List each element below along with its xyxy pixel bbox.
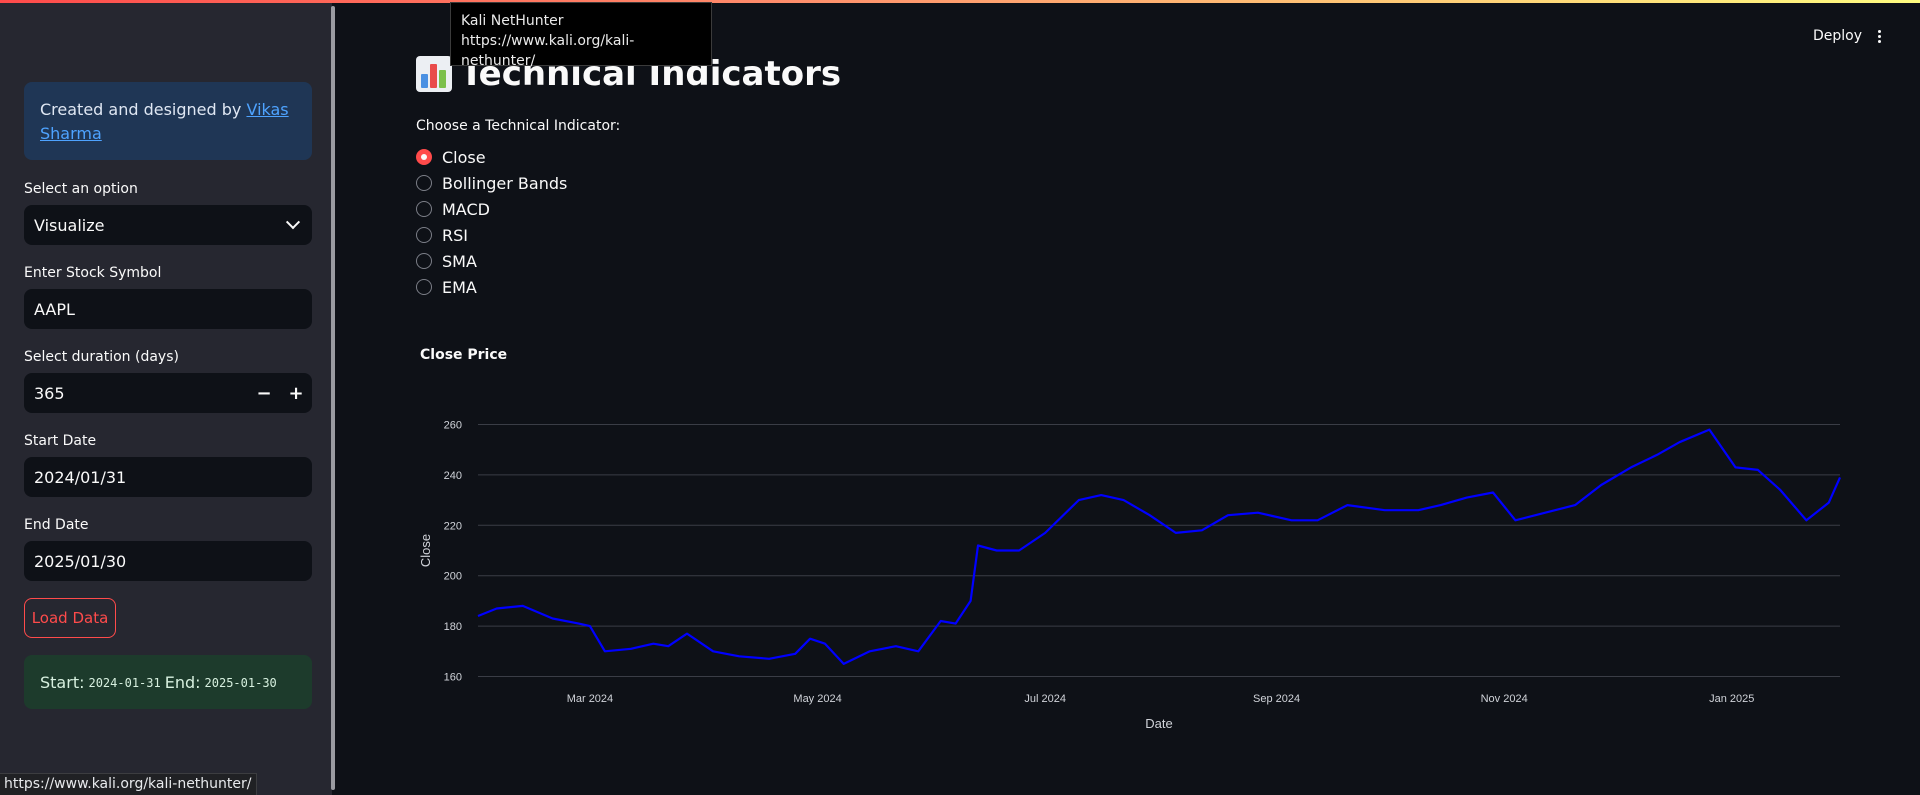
y-tick-label: 220: [444, 520, 462, 532]
radio-circle-icon: [416, 253, 432, 269]
symbol-input[interactable]: AAPL: [24, 289, 312, 329]
y-tick-label: 180: [444, 621, 462, 633]
start-date-code: 2024-01-31: [88, 676, 161, 690]
indicator-option[interactable]: Close: [416, 144, 567, 170]
indicator-option-label: Bollinger Bands: [442, 173, 568, 193]
deploy-button[interactable]: Deploy: [1813, 28, 1863, 44]
close-price-line: [477, 428, 1842, 665]
tooltip-title: Kali NetHunter: [461, 13, 564, 29]
indicator-option[interactable]: RSI: [416, 222, 567, 248]
status-bar-url: https://www.kali.org/kali-nethunter/: [0, 773, 257, 795]
creator-link[interactable]: Vikas Sharma: [40, 100, 289, 143]
symbol-input-value: AAPL: [34, 299, 75, 319]
sidebar: Created and designed by Vikas Sharma Sel…: [0, 0, 332, 795]
x-tick-label: May 2024: [793, 693, 841, 705]
radio-circle-icon: [416, 227, 432, 243]
indicator-option-label: SMA: [442, 251, 477, 271]
start-date-input[interactable]: 2024/01/31: [24, 457, 312, 497]
radio-circle-icon: [416, 149, 432, 165]
x-tick-label: Sep 2024: [1253, 693, 1300, 705]
x-axis-label: Date: [1145, 716, 1172, 731]
chart-grid: [478, 424, 1840, 677]
end-date-label: End Date: [24, 517, 89, 533]
y-tick-labels: 160 180 200 220 240 260: [444, 420, 462, 684]
radio-circle-icon: [416, 175, 432, 191]
chart-title: Close Price: [420, 347, 508, 363]
end-date-input[interactable]: 2025/01/30: [24, 541, 312, 581]
duration-label: Select duration (days): [24, 349, 179, 365]
sidebar-scrollbar[interactable]: [331, 6, 335, 790]
start-date-label: Start Date: [24, 433, 97, 449]
y-axis-label: Close: [418, 534, 433, 567]
option-select-value: Visualize: [34, 215, 105, 235]
y-tick-label: 200: [444, 571, 462, 583]
end-date-code: 2025-01-30: [204, 676, 277, 690]
y-tick-label: 160: [444, 671, 462, 683]
x-tick-labels: Mar 2024 May 2024 Jul 2024 Sep 2024 Nov 2024…: [567, 693, 1755, 705]
option-select[interactable]: Visualize: [24, 205, 312, 245]
duration-number-input[interactable]: 365 − +: [24, 373, 312, 413]
indicator-option-label: RSI: [442, 225, 468, 245]
creator-info-box: Created and designed by Vikas Sharma: [24, 82, 312, 160]
indicator-option-label: MACD: [442, 199, 490, 219]
load-data-button[interactable]: Load Data: [24, 598, 116, 638]
creator-info-text: Created and designed by: [40, 100, 247, 119]
symbol-label: Enter Stock Symbol: [24, 265, 162, 281]
x-tick-label: Jul 2024: [1024, 693, 1066, 705]
kebab-icon[interactable]: [1878, 30, 1882, 44]
y-tick-label: 240: [444, 470, 462, 482]
date-range-success-box: Start: 2024-01-31 End: 2025-01-30: [24, 655, 312, 709]
radio-circle-icon: [416, 279, 432, 295]
option-label: Select an option: [24, 181, 138, 197]
x-tick-label: Mar 2024: [567, 693, 613, 705]
duration-stepper: − +: [248, 373, 312, 413]
indicator-option[interactable]: EMA: [416, 274, 567, 300]
y-tick-label: 260: [444, 420, 462, 432]
x-tick-label: Nov 2024: [1481, 693, 1528, 705]
increment-button[interactable]: +: [288, 382, 304, 404]
link-tooltip: Kali NetHunter https://www.kali.org/kali…: [450, 2, 712, 69]
indicator-option-label: EMA: [442, 277, 477, 297]
end-date-value: 2025/01/30: [34, 551, 127, 571]
bar-chart-icon: [416, 56, 452, 92]
indicator-option[interactable]: SMA: [416, 248, 567, 274]
chevron-down-icon: [285, 215, 301, 230]
end-label: End:: [164, 672, 201, 692]
x-tick-label: Jan 2025: [1709, 693, 1754, 705]
indicator-radio-label: Choose a Technical Indicator:: [416, 118, 621, 134]
decrement-button[interactable]: −: [256, 382, 272, 404]
indicator-radio-group: Close Bollinger Bands MACD RSI SMA EMA: [416, 144, 567, 300]
start-label: Start:: [40, 672, 85, 692]
close-price-chart[interactable]: 160 180 200 220 240 260 Mar 2024 May 2024 Jul 2…: [410, 400, 1850, 740]
duration-value: 365: [34, 383, 65, 403]
start-date-value: 2024/01/31: [34, 467, 127, 487]
indicator-option-label: Close: [442, 147, 486, 167]
indicator-option[interactable]: MACD: [416, 196, 567, 222]
radio-circle-icon: [416, 201, 432, 217]
tooltip-url: https://www.kali.org/kali-nethunter/: [461, 33, 635, 69]
indicator-option[interactable]: Bollinger Bands: [416, 170, 567, 196]
app-top-decoration: [0, 0, 1920, 3]
